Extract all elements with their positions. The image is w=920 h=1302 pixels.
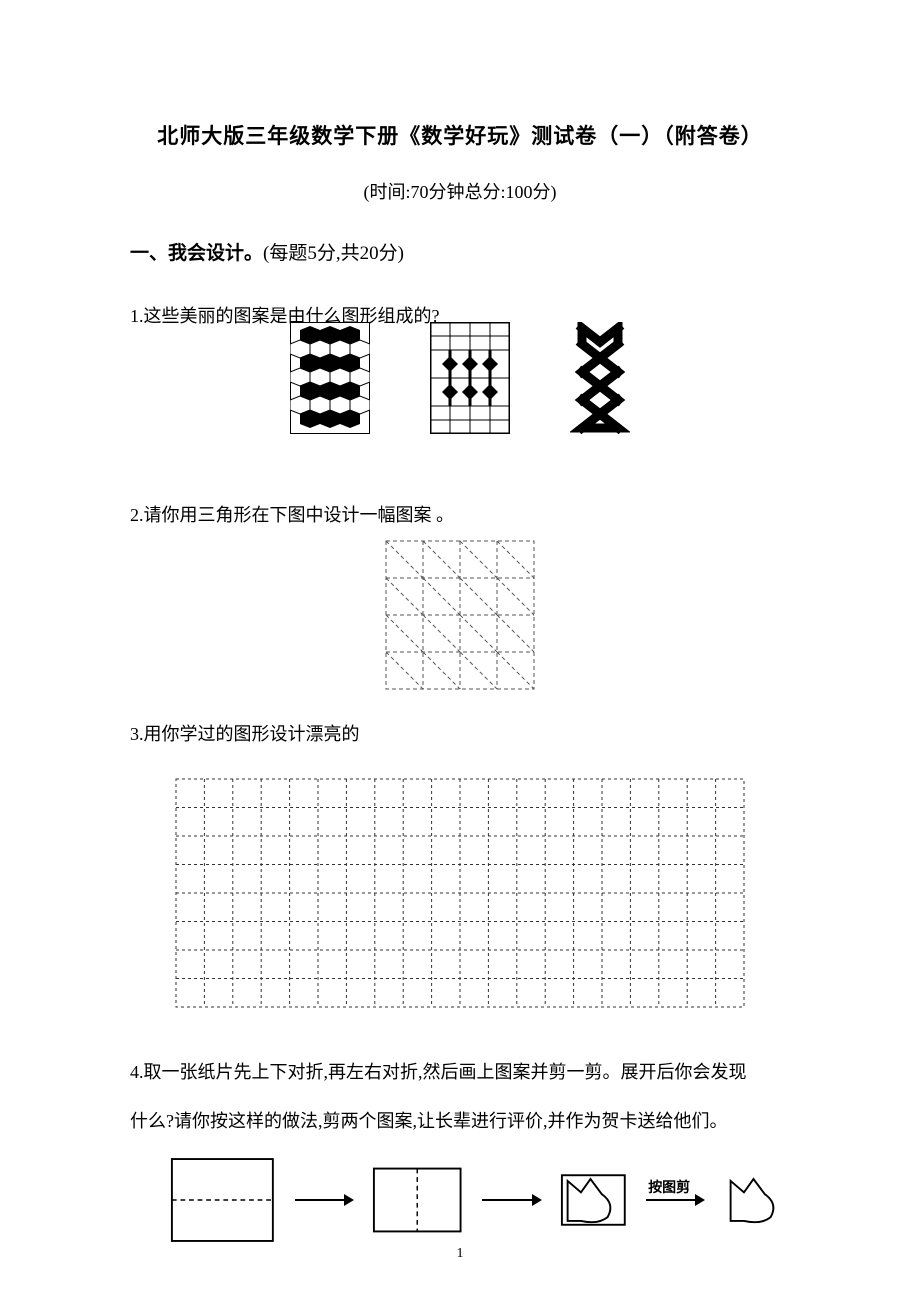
page-number: 1 — [0, 1246, 920, 1262]
question4-figures: 按图剪 — [130, 1155, 790, 1245]
question3-grid — [130, 775, 790, 1011]
arrow-icon — [482, 1199, 539, 1201]
arrow-icon: 按图剪 — [646, 1199, 703, 1201]
page: 北师大版三年级数学下册《数学好玩》测试卷（一）（附答卷） (时间:70分钟总分:… — [0, 0, 920, 1302]
fold-step2-icon — [372, 1165, 462, 1235]
section1-heading-bold: 一、我会设计。 — [130, 243, 263, 264]
doc-title: 北师大版三年级数学下册《数学好玩》测试卷（一）（附答卷） — [130, 120, 790, 150]
zigzag-pattern-icon — [570, 322, 630, 434]
question2-text: 2.请你用三角形在下图中设计一幅图案 。 — [130, 494, 790, 537]
hexagon-pattern-icon — [290, 322, 370, 434]
arrow-icon — [295, 1199, 352, 1201]
arrow-label: 按图剪 — [648, 1177, 690, 1197]
section1-heading-rest: (每题5分,共20分) — [263, 243, 404, 264]
doc-subtitle: (时间:70分钟总分:100分) — [130, 178, 790, 204]
question2-grid — [130, 537, 790, 693]
fold-step4-icon — [723, 1172, 790, 1228]
wide-grid-icon — [172, 775, 748, 1011]
triangle-grid-icon — [382, 537, 538, 693]
section1-heading: 一、我会设计。(每题5分,共20分) — [130, 238, 790, 265]
question1-figures — [130, 322, 790, 434]
grid-diamond-pattern-icon — [430, 322, 510, 434]
question3-text: 3.用你学过的图形设计漂亮的 — [130, 713, 790, 756]
question4-line1: 4.取一张纸片先上下对折,再左右对折,然后画上图案并剪一剪。展开后你会发现 — [130, 1051, 790, 1094]
fold-step3-icon — [560, 1172, 627, 1228]
fold-step1-icon — [170, 1155, 275, 1245]
question4-line2: 什么?请你按这样的做法,剪两个图案,让长辈进行评价,并作为贺卡送给他们。 — [130, 1100, 790, 1143]
